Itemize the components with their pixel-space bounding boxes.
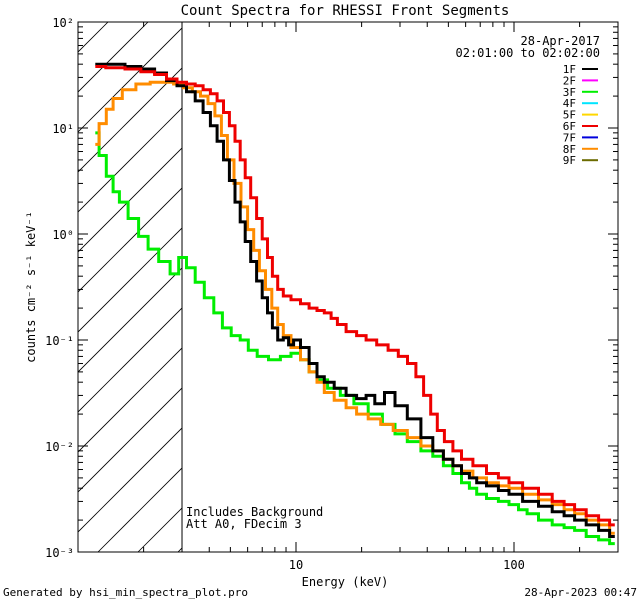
annotation-attenuator: Att A0, FDecim 3: [186, 517, 302, 531]
hatched-region: [78, 22, 183, 552]
series-line-6F: [95, 65, 615, 527]
series-line-8F: [95, 80, 615, 535]
x-tick-label: 10: [289, 558, 303, 572]
legend-label-9F: 9F: [563, 154, 576, 167]
y-axis-label: counts cm⁻² s⁻¹ keV⁻¹: [24, 211, 38, 363]
y-tick-label: 10⁻¹: [45, 334, 74, 348]
legend-label-8F: 8F: [563, 143, 576, 156]
y-tick-label: 10⁰: [52, 228, 74, 242]
x-tick-label: 100: [503, 558, 525, 572]
footer-timestamp: 28-Apr-2023 00:47: [524, 586, 637, 599]
legend-label-2F: 2F: [563, 74, 576, 87]
series-line-1F: [95, 62, 615, 538]
plot-frame: [77, 21, 619, 553]
y-tick-label: 10¹: [52, 122, 74, 136]
legend-label-7F: 7F: [563, 131, 576, 144]
footer-generator: Generated by hsi_min_spectra_plot.pro: [3, 586, 248, 599]
annotation-background: Includes Background: [186, 505, 323, 519]
time-range-label: 02:01:00 to 02:02:00: [456, 46, 601, 60]
y-tick-label: 10⁻²: [45, 440, 74, 454]
legend-label-1F: 1F: [563, 63, 576, 76]
legend-label-5F: 5F: [563, 109, 576, 122]
chart-title: Count Spectra for RHESSI Front Segments: [181, 3, 510, 19]
series-line-3F: [95, 131, 615, 546]
legend-label-6F: 6F: [563, 120, 576, 133]
y-tick-label: 10⁻³: [45, 546, 74, 560]
legend-label-3F: 3F: [563, 86, 576, 99]
legend-label-4F: 4F: [563, 97, 576, 110]
y-tick-label: 10²: [52, 16, 74, 30]
x-axis-label: Energy (keV): [302, 575, 389, 589]
date-label: 28-Apr-2017: [521, 34, 600, 48]
